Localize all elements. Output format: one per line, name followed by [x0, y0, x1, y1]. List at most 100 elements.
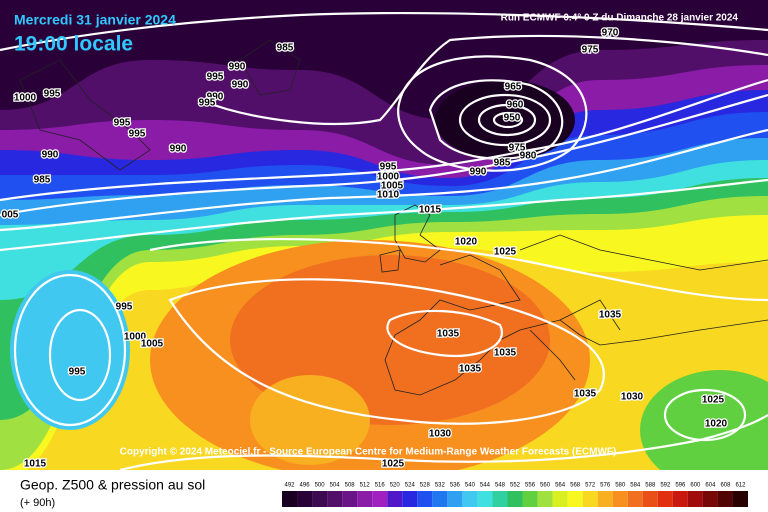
colorbar-swatch: [522, 491, 538, 507]
isobar-label: 1005: [141, 339, 164, 350]
colorbar-tick-label: 532: [435, 483, 446, 489]
isobar-label: 995: [207, 72, 224, 83]
isobar-label: 975: [582, 45, 599, 56]
isobar-label: 1000: [14, 93, 37, 104]
colorbar-tick-label: 544: [480, 483, 491, 489]
colorbar-tick-label: 580: [615, 483, 626, 489]
isobar-label: 1035: [599, 310, 622, 321]
colorbar-tick-label: 496: [300, 483, 311, 489]
colorbar-tick-label: 504: [330, 483, 341, 489]
colorbar-tick-label: 508: [345, 483, 356, 489]
colorbar-tick-label: 524: [405, 483, 416, 489]
colorbar-tick-label: 612: [735, 483, 746, 489]
colorbar-swatch: [402, 491, 418, 507]
colorbar-tick-label: 540: [465, 483, 476, 489]
colorbar-swatch: [732, 491, 748, 507]
isobar-label: 985: [34, 175, 51, 186]
isobar-label: 995: [114, 118, 131, 129]
colorbar-tick-label: 520: [390, 483, 401, 489]
colorbar-tick-label: 556: [525, 483, 536, 489]
isobar-label: 995: [199, 98, 216, 109]
isobar-label: 960: [507, 100, 524, 111]
colorbar-tick-label: 576: [600, 483, 611, 489]
isobar-label: 990: [42, 150, 59, 161]
colorbar-tick-label: 600: [690, 483, 701, 489]
colorbar-swatch: [282, 491, 298, 507]
colorbar-swatch: [327, 491, 343, 507]
colorbar-tick-label: 536: [450, 483, 461, 489]
isobar-label: 1020: [455, 237, 478, 248]
field-band: [250, 375, 370, 465]
colorbar-swatch: [477, 491, 493, 507]
isobar-label: 1035: [437, 329, 460, 340]
colorbar-swatch: [597, 491, 613, 507]
colorbar-swatch: [612, 491, 628, 507]
colorbar-tick-label: 596: [675, 483, 686, 489]
isobar-label: 005: [2, 210, 19, 221]
isobar-label: 1015: [24, 459, 47, 470]
coastlines: [19, 39, 768, 396]
colorbar-swatch: [447, 491, 463, 507]
isobar-label: 995: [380, 162, 397, 173]
colorbar-swatch: [552, 491, 568, 507]
colorbar-tick-label: 552: [510, 483, 521, 489]
isobar-label: 1010: [377, 190, 400, 201]
colorbar-swatch: [702, 491, 718, 507]
field-band: [435, 80, 575, 160]
colorbar-swatch: [627, 491, 643, 507]
run-info: Run ECMWF 0.4° 0 Z du Dimanche 28 janvie…: [501, 13, 739, 24]
isobar-label: 995: [69, 367, 86, 378]
colorbar-tick-label: 584: [630, 483, 641, 489]
colorbar-tick-label: 500: [315, 483, 326, 489]
isobar-label: 990: [170, 144, 187, 155]
isobar-label: 995: [129, 129, 146, 140]
isobar-label: 1005: [381, 181, 404, 192]
colorbar-tick-label: 560: [540, 483, 551, 489]
isobar-label: 1015: [419, 205, 442, 216]
isobar-label: 950: [504, 113, 521, 124]
colorbar-tick-label: 492: [285, 483, 296, 489]
isobar-label: 1035: [459, 364, 482, 375]
colorbar-swatch: [642, 491, 658, 507]
colorbar-tick-label: 608: [720, 483, 731, 489]
isobar-label: 1025: [382, 459, 405, 470]
colorbar-tick-label: 548: [495, 483, 506, 489]
colorbar-swatch: [372, 491, 388, 507]
isobar-label: 985: [494, 158, 511, 169]
field-band: [620, 290, 760, 370]
colorbar-swatch: [357, 491, 373, 507]
colorbar-swatch: [657, 491, 673, 507]
isobar-label: 1035: [494, 348, 517, 359]
copyright: Copyright © 2024 Meteociel.fr - Source E…: [120, 447, 617, 458]
z500-field: [0, 0, 768, 470]
colorbar-tick-label: 588: [645, 483, 656, 489]
colorbar-swatch: [462, 491, 478, 507]
isobar-label: 1025: [702, 395, 725, 406]
isobar-label: 1000: [377, 172, 400, 183]
colorbar-swatch: [417, 491, 433, 507]
colorbar-swatch: [507, 491, 523, 507]
isobars: [0, 12, 768, 470]
isobar-label: 1000: [124, 332, 147, 343]
time: 19:00 locale: [14, 33, 133, 56]
colorbar-swatch: [672, 491, 688, 507]
isobar-label: 990: [207, 92, 224, 103]
field-band: [10, 270, 130, 430]
isobar-label: 980: [520, 151, 537, 162]
colorbar-swatch: [432, 491, 448, 507]
colorbar-swatch: [537, 491, 553, 507]
colorbar-swatch: [567, 491, 583, 507]
isobar-label: 975: [509, 143, 526, 154]
colorbar-tick-label: 512: [360, 483, 371, 489]
colorbar-swatch: [492, 491, 508, 507]
isobar-label: 990: [232, 80, 249, 91]
colorbar-tick-label: 528: [420, 483, 431, 489]
footer-title: Geop. Z500 & pression au sol: [20, 477, 205, 493]
isobar-label: 970: [602, 28, 619, 39]
isobar-label: 985: [277, 43, 294, 54]
colorbar-tick-label: 572: [585, 483, 596, 489]
isobar-label: 990: [229, 62, 246, 73]
isobar-label: 990: [470, 167, 487, 178]
